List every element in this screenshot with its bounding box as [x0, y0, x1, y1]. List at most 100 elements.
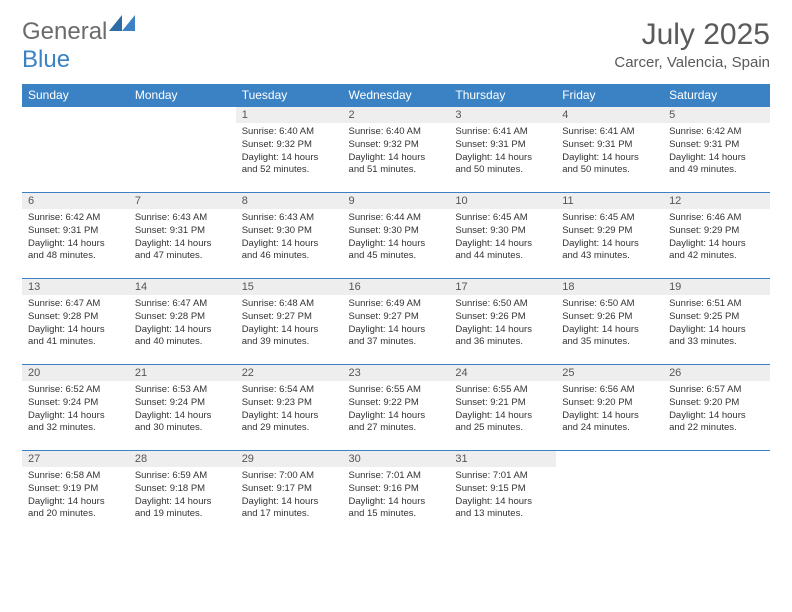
day-number: 13 [22, 279, 129, 295]
day-data: Sunrise: 6:41 AMSunset: 9:31 PMDaylight:… [449, 123, 556, 181]
month-title: July 2025 [614, 18, 770, 52]
calendar-day-cell: 16Sunrise: 6:49 AMSunset: 9:27 PMDayligh… [343, 279, 450, 365]
day-number: 12 [663, 193, 770, 209]
calendar-week-row: 6Sunrise: 6:42 AMSunset: 9:31 PMDaylight… [22, 193, 770, 279]
day-data: Sunrise: 6:50 AMSunset: 9:26 PMDaylight:… [449, 295, 556, 353]
day-data: Sunrise: 6:42 AMSunset: 9:31 PMDaylight:… [22, 209, 129, 267]
day-header: Wednesday [343, 84, 450, 107]
calendar-day-cell: 8Sunrise: 6:43 AMSunset: 9:30 PMDaylight… [236, 193, 343, 279]
day-data: Sunrise: 6:43 AMSunset: 9:31 PMDaylight:… [129, 209, 236, 267]
calendar-body: 1Sunrise: 6:40 AMSunset: 9:32 PMDaylight… [22, 107, 770, 537]
calendar-day-cell: 3Sunrise: 6:41 AMSunset: 9:31 PMDaylight… [449, 107, 556, 193]
day-number: 14 [129, 279, 236, 295]
calendar-day-cell: 4Sunrise: 6:41 AMSunset: 9:31 PMDaylight… [556, 107, 663, 193]
day-data: Sunrise: 6:40 AMSunset: 9:32 PMDaylight:… [343, 123, 450, 181]
calendar-day-cell: 30Sunrise: 7:01 AMSunset: 9:16 PMDayligh… [343, 451, 450, 537]
day-data: Sunrise: 6:53 AMSunset: 9:24 PMDaylight:… [129, 381, 236, 439]
day-data: Sunrise: 6:50 AMSunset: 9:26 PMDaylight:… [556, 295, 663, 353]
day-data: Sunrise: 7:01 AMSunset: 9:15 PMDaylight:… [449, 467, 556, 525]
day-data: Sunrise: 6:57 AMSunset: 9:20 PMDaylight:… [663, 381, 770, 439]
day-data: Sunrise: 6:45 AMSunset: 9:30 PMDaylight:… [449, 209, 556, 267]
day-number: 30 [343, 451, 450, 467]
calendar-day-cell: 25Sunrise: 6:56 AMSunset: 9:20 PMDayligh… [556, 365, 663, 451]
calendar-week-row: 27Sunrise: 6:58 AMSunset: 9:19 PMDayligh… [22, 451, 770, 537]
calendar-day-cell: 1Sunrise: 6:40 AMSunset: 9:32 PMDaylight… [236, 107, 343, 193]
day-number: 15 [236, 279, 343, 295]
calendar-day-cell: 2Sunrise: 6:40 AMSunset: 9:32 PMDaylight… [343, 107, 450, 193]
day-number: 8 [236, 193, 343, 209]
day-data: Sunrise: 6:42 AMSunset: 9:31 PMDaylight:… [663, 123, 770, 181]
day-number: 23 [343, 365, 450, 381]
calendar-day-cell: 10Sunrise: 6:45 AMSunset: 9:30 PMDayligh… [449, 193, 556, 279]
calendar-day-cell: 20Sunrise: 6:52 AMSunset: 9:24 PMDayligh… [22, 365, 129, 451]
calendar-day-cell: 7Sunrise: 6:43 AMSunset: 9:31 PMDaylight… [129, 193, 236, 279]
calendar-day-cell: 15Sunrise: 6:48 AMSunset: 9:27 PMDayligh… [236, 279, 343, 365]
day-number: 20 [22, 365, 129, 381]
day-number: 25 [556, 365, 663, 381]
calendar-day-cell [129, 107, 236, 193]
logo-text-gray: General [22, 18, 107, 45]
day-number: 29 [236, 451, 343, 467]
day-data: Sunrise: 6:52 AMSunset: 9:24 PMDaylight:… [22, 381, 129, 439]
day-number: 10 [449, 193, 556, 209]
calendar-day-cell: 14Sunrise: 6:47 AMSunset: 9:28 PMDayligh… [129, 279, 236, 365]
calendar-day-cell: 29Sunrise: 7:00 AMSunset: 9:17 PMDayligh… [236, 451, 343, 537]
day-number: 22 [236, 365, 343, 381]
day-number: 3 [449, 107, 556, 123]
day-number: 31 [449, 451, 556, 467]
calendar-day-cell: 24Sunrise: 6:55 AMSunset: 9:21 PMDayligh… [449, 365, 556, 451]
day-number: 18 [556, 279, 663, 295]
day-number: 19 [663, 279, 770, 295]
day-number: 6 [22, 193, 129, 209]
day-number: 17 [449, 279, 556, 295]
calendar-day-cell: 11Sunrise: 6:45 AMSunset: 9:29 PMDayligh… [556, 193, 663, 279]
day-number: 5 [663, 107, 770, 123]
day-data: Sunrise: 6:45 AMSunset: 9:29 PMDaylight:… [556, 209, 663, 267]
day-number: 21 [129, 365, 236, 381]
day-data: Sunrise: 6:55 AMSunset: 9:22 PMDaylight:… [343, 381, 450, 439]
calendar-day-cell: 26Sunrise: 6:57 AMSunset: 9:20 PMDayligh… [663, 365, 770, 451]
day-number: 7 [129, 193, 236, 209]
header: GeneralBlue July 2025 Carcer, Valencia, … [22, 18, 770, 74]
calendar-day-cell: 18Sunrise: 6:50 AMSunset: 9:26 PMDayligh… [556, 279, 663, 365]
logo-flag-icon [109, 12, 135, 39]
calendar-day-cell: 6Sunrise: 6:42 AMSunset: 9:31 PMDaylight… [22, 193, 129, 279]
day-data: Sunrise: 6:46 AMSunset: 9:29 PMDaylight:… [663, 209, 770, 267]
calendar-day-cell [556, 451, 663, 537]
day-number: 26 [663, 365, 770, 381]
day-data: Sunrise: 6:47 AMSunset: 9:28 PMDaylight:… [22, 295, 129, 353]
title-block: July 2025 Carcer, Valencia, Spain [614, 18, 770, 71]
day-data: Sunrise: 6:55 AMSunset: 9:21 PMDaylight:… [449, 381, 556, 439]
logo-text: GeneralBlue [22, 18, 135, 74]
day-number: 16 [343, 279, 450, 295]
calendar-day-cell: 13Sunrise: 6:47 AMSunset: 9:28 PMDayligh… [22, 279, 129, 365]
day-number: 2 [343, 107, 450, 123]
day-data: Sunrise: 6:40 AMSunset: 9:32 PMDaylight:… [236, 123, 343, 181]
day-header: Thursday [449, 84, 556, 107]
calendar-day-cell: 19Sunrise: 6:51 AMSunset: 9:25 PMDayligh… [663, 279, 770, 365]
calendar-week-row: 1Sunrise: 6:40 AMSunset: 9:32 PMDaylight… [22, 107, 770, 193]
day-data: Sunrise: 6:47 AMSunset: 9:28 PMDaylight:… [129, 295, 236, 353]
day-number: 9 [343, 193, 450, 209]
calendar-day-cell [663, 451, 770, 537]
calendar-day-cell [22, 107, 129, 193]
day-data: Sunrise: 6:41 AMSunset: 9:31 PMDaylight:… [556, 123, 663, 181]
location: Carcer, Valencia, Spain [614, 54, 770, 71]
day-data: Sunrise: 6:44 AMSunset: 9:30 PMDaylight:… [343, 209, 450, 267]
day-data: Sunrise: 6:54 AMSunset: 9:23 PMDaylight:… [236, 381, 343, 439]
calendar-day-cell: 22Sunrise: 6:54 AMSunset: 9:23 PMDayligh… [236, 365, 343, 451]
calendar-week-row: 13Sunrise: 6:47 AMSunset: 9:28 PMDayligh… [22, 279, 770, 365]
day-data: Sunrise: 6:58 AMSunset: 9:19 PMDaylight:… [22, 467, 129, 525]
day-number: 11 [556, 193, 663, 209]
calendar-day-cell: 23Sunrise: 6:55 AMSunset: 9:22 PMDayligh… [343, 365, 450, 451]
calendar-day-cell: 27Sunrise: 6:58 AMSunset: 9:19 PMDayligh… [22, 451, 129, 537]
day-data: Sunrise: 6:56 AMSunset: 9:20 PMDaylight:… [556, 381, 663, 439]
day-data: Sunrise: 6:43 AMSunset: 9:30 PMDaylight:… [236, 209, 343, 267]
calendar-week-row: 20Sunrise: 6:52 AMSunset: 9:24 PMDayligh… [22, 365, 770, 451]
calendar-header-row: SundayMondayTuesdayWednesdayThursdayFrid… [22, 84, 770, 107]
day-number: 1 [236, 107, 343, 123]
day-number: 28 [129, 451, 236, 467]
logo: GeneralBlue [22, 18, 135, 74]
day-data: Sunrise: 6:49 AMSunset: 9:27 PMDaylight:… [343, 295, 450, 353]
day-header: Saturday [663, 84, 770, 107]
